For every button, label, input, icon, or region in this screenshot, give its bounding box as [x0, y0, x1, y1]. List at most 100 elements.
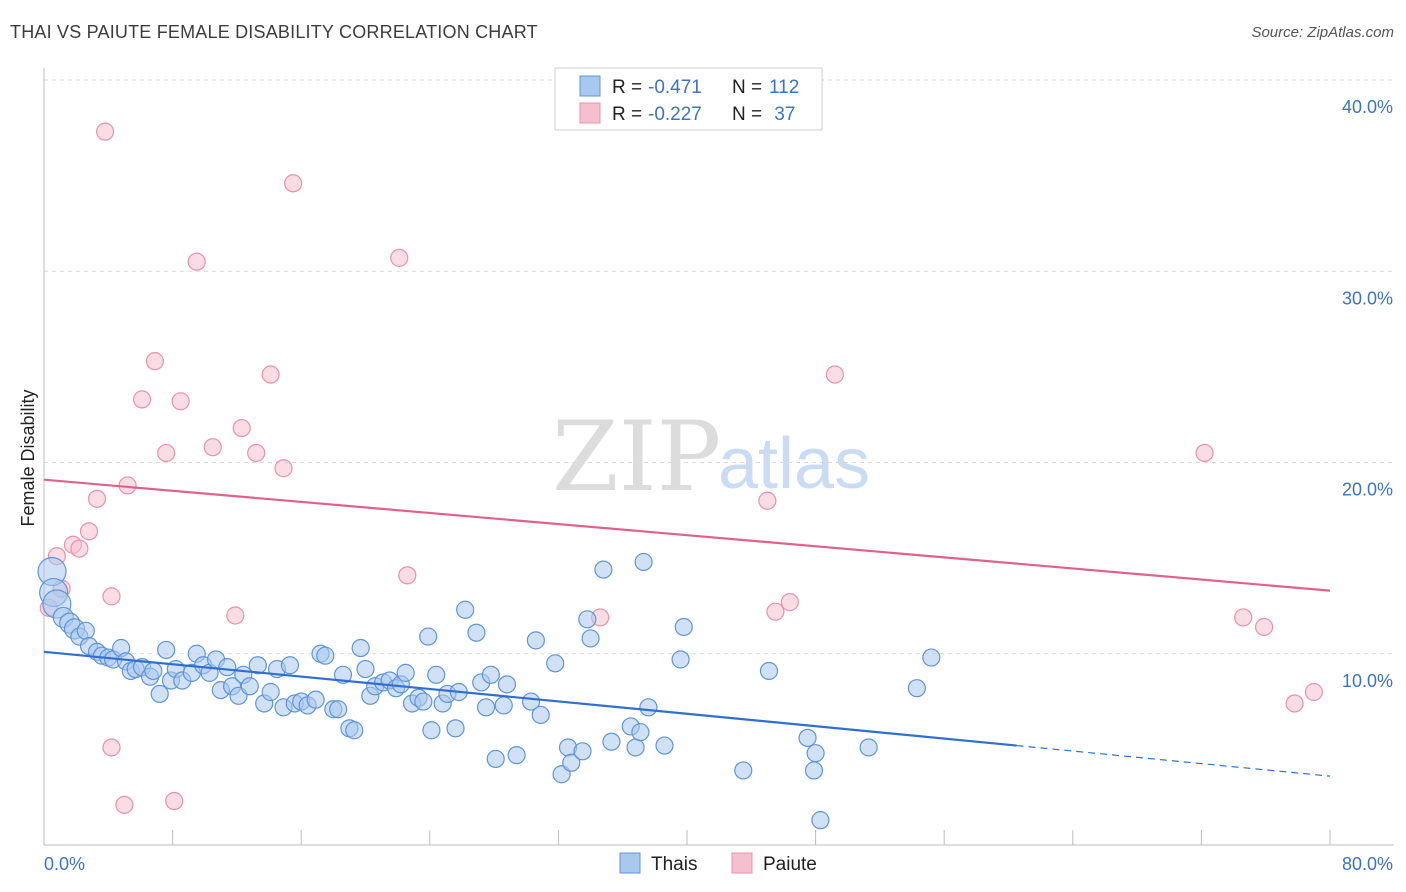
y-tick-label: 40.0%: [1342, 97, 1393, 117]
thais-point: [497, 675, 517, 694]
paiute-point: [203, 438, 222, 457]
thais-trend-line: [43, 650, 1017, 747]
thais-point: [546, 654, 565, 673]
watermark-zip: ZIP: [552, 401, 721, 513]
thais-point: [639, 698, 658, 717]
paiute-point: [780, 593, 799, 612]
legend-r-value-thais: -0.471: [648, 77, 702, 98]
thais-point: [631, 723, 650, 742]
paiute-point: [132, 390, 152, 409]
thais-point: [674, 617, 693, 637]
paiute-point: [274, 459, 293, 478]
paiute-point: [187, 252, 206, 271]
y-tick-labels: 10.0% 20.0% 30.0% 40.0%: [1342, 97, 1393, 691]
thais-point: [414, 692, 433, 711]
thais-point: [734, 761, 753, 780]
thais-point: [602, 732, 621, 751]
thais-point: [76, 621, 95, 640]
legend-n-value-thais: 112: [769, 77, 799, 98]
legend-r-label-thais: R =: [612, 77, 642, 98]
thais-point: [396, 663, 415, 682]
thais-point: [446, 719, 465, 738]
thais-point: [578, 610, 597, 629]
paiute-point: [261, 365, 280, 384]
thais-point: [507, 746, 526, 765]
y-tick-label: 30.0%: [1342, 288, 1393, 308]
paiute-point: [825, 365, 844, 384]
paiute-point: [115, 795, 134, 814]
thais-point: [218, 658, 237, 677]
thais-point: [240, 677, 259, 696]
thais-point: [671, 650, 690, 669]
thais-point: [594, 560, 613, 579]
thais-point: [859, 738, 878, 757]
source-credit: Source: ZipAtlas.com: [1251, 24, 1394, 41]
thais-point: [811, 811, 830, 830]
paiute-point: [102, 587, 121, 606]
paiute-point: [165, 791, 184, 811]
paiute-point: [95, 122, 115, 141]
thais-point: [562, 753, 581, 772]
paiute-point: [1195, 443, 1214, 463]
stats-legend: R = -0.471 N = 112 R = -0.227 N = 37: [554, 67, 823, 131]
legend-n-label-paiute: N =: [732, 104, 762, 125]
paiute-point: [398, 566, 417, 585]
thais-point: [419, 627, 438, 646]
thais-point: [798, 728, 817, 748]
thais-point: [427, 665, 446, 684]
x-tick-label-max: 80.0%: [1342, 854, 1393, 874]
paiute-point: [171, 392, 190, 411]
watermark-atlas: atlas: [718, 424, 870, 504]
paiute-point: [157, 443, 176, 463]
bottom-legend-swatch-paiute: [731, 852, 753, 874]
x-axis-ticks: [172, 830, 1331, 845]
thais-point: [806, 744, 825, 763]
paiute-point: [102, 738, 121, 757]
thais-point: [157, 640, 176, 660]
thais-point: [248, 656, 267, 675]
thais-trend-extension: [1016, 744, 1331, 777]
thais-point: [573, 742, 592, 761]
series-legend: Thais Paiute: [619, 852, 817, 875]
legend-r-value-paiute: -0.227: [648, 104, 702, 125]
thais-point: [581, 629, 600, 648]
thais-point: [634, 552, 653, 572]
bottom-legend-swatch-thais: [619, 852, 641, 874]
paiute-point: [70, 539, 89, 558]
paiute-point: [1254, 617, 1274, 637]
gridlines: [44, 79, 1394, 655]
legend-n-label-thais: N =: [732, 77, 762, 98]
thais-point: [907, 679, 926, 698]
thais-point: [922, 648, 941, 667]
thais-point: [481, 665, 500, 684]
thais-point: [356, 659, 375, 679]
paiute-point: [1234, 608, 1253, 627]
paiute-point: [79, 522, 99, 541]
bottom-legend-label-thais: Thais: [651, 854, 697, 875]
paiute-point: [232, 418, 251, 438]
paiute-point: [1285, 694, 1304, 713]
thais-points: [37, 552, 941, 830]
paiute-point: [766, 602, 785, 621]
trend-lines: [43, 478, 1331, 777]
paiute-point: [226, 606, 245, 625]
thais-point: [655, 736, 674, 755]
thais-point: [280, 656, 300, 675]
y-tick-label: 20.0%: [1342, 480, 1393, 500]
chart-title: THAI VS PAIUTE FEMALE DISABILITY CORRELA…: [10, 22, 538, 42]
thais-point: [306, 690, 325, 709]
thais-point: [476, 698, 496, 717]
paiute-point: [1304, 682, 1324, 702]
thais-point: [316, 646, 335, 665]
thais-point: [345, 721, 364, 740]
thais-point: [351, 638, 370, 658]
x-tick-label-min: 0.0%: [44, 854, 85, 874]
thais-point: [494, 696, 513, 715]
paiute-point: [247, 443, 266, 463]
paiute-point: [284, 174, 303, 193]
thais-point: [329, 700, 348, 719]
thais-point: [486, 749, 505, 769]
thais-point: [144, 661, 163, 681]
thais-point: [526, 631, 545, 650]
thais-point: [333, 665, 353, 684]
